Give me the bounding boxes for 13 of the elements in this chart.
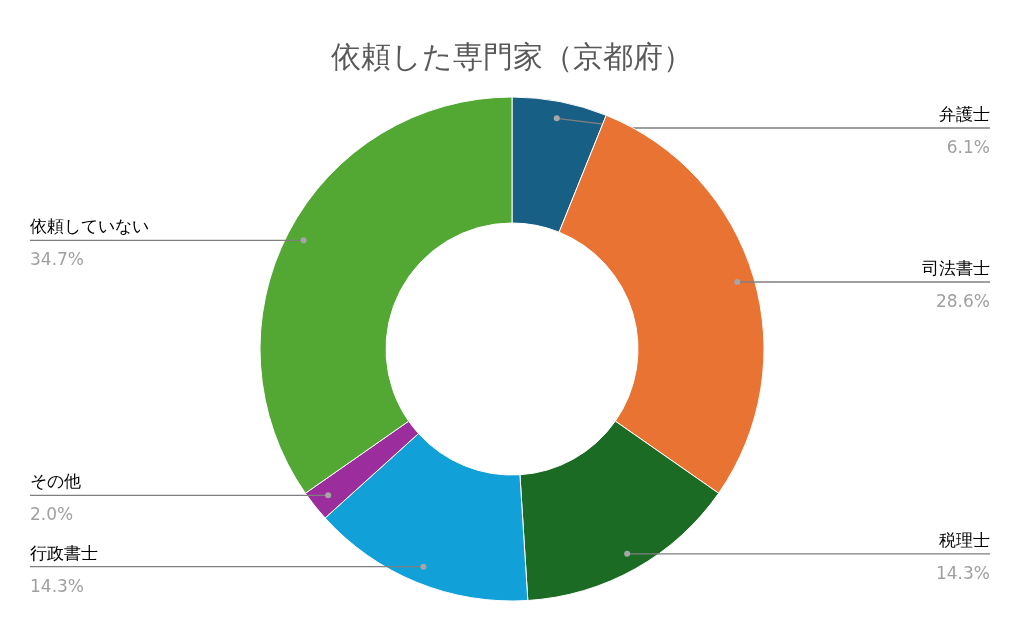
data-label: 14.3% [935,562,990,583]
data-label: 2.0% [30,504,74,525]
data-label: 14.3% [30,575,85,596]
data-label: 34.7% [30,249,85,270]
data-label: 6.1% [946,137,990,157]
data-label: 28.6% [935,291,990,312]
chart-title: 依頼した専門家（京都府） [331,39,693,74]
slice-label: 税理士 [939,529,990,550]
slice-label: 行政書士 [30,542,98,563]
slice-label: その他 [30,471,81,492]
slice-label: 弁護士 [939,104,990,124]
slice-label: 司法書士 [922,258,990,279]
slice-label: 依頼していない [30,216,149,237]
